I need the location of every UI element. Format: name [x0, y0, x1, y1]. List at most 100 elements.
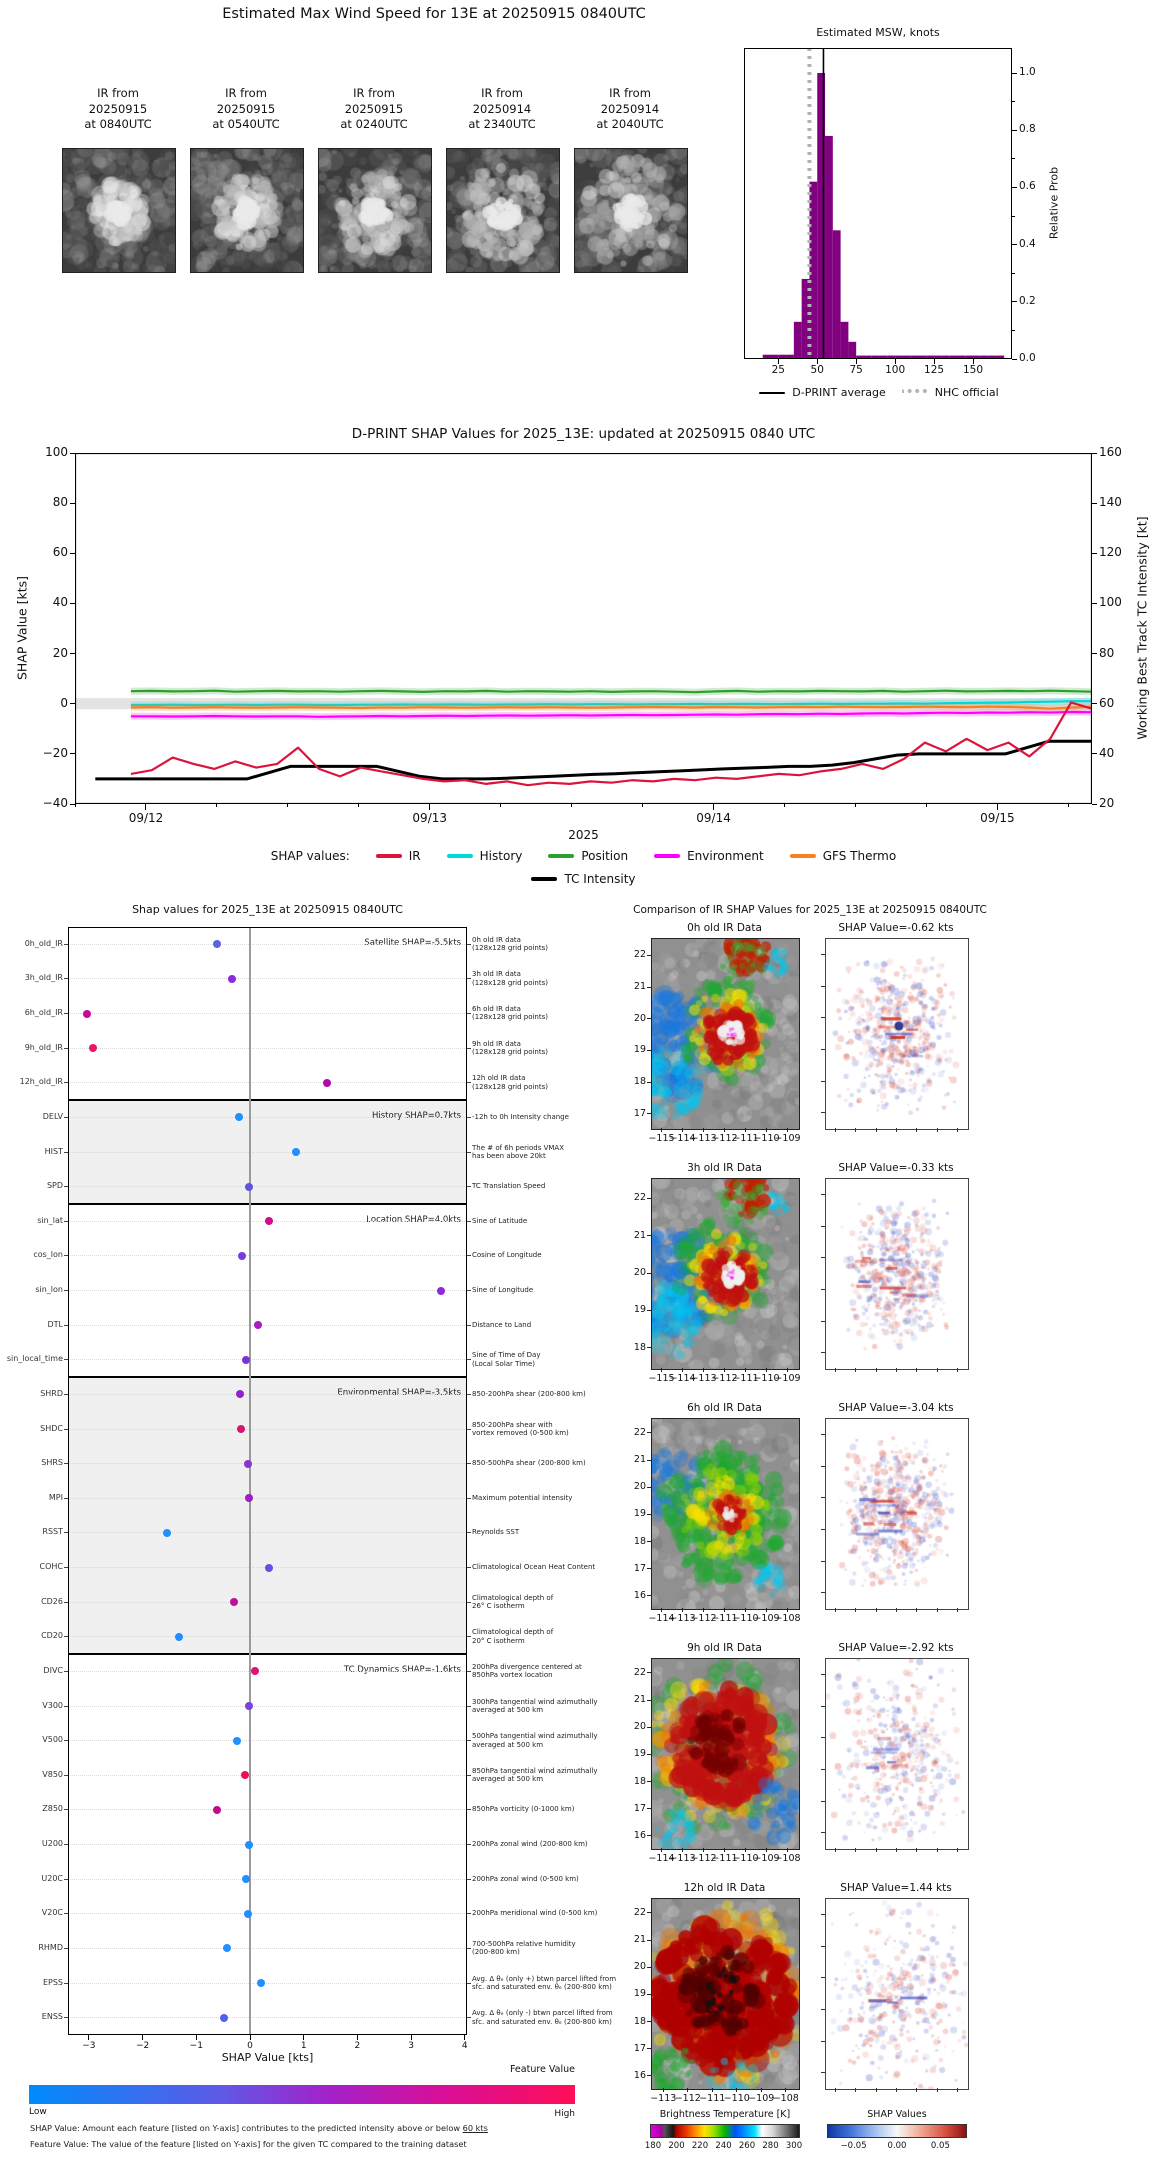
feature-y-tick-right [467, 1670, 471, 1672]
ir-x-tick [682, 1128, 683, 1132]
shap-y-tick [821, 1433, 825, 1435]
bt-colorbar-tick-label: 260 [738, 2141, 756, 2151]
histogram-y-tick-label: 0.0 [1019, 352, 1036, 364]
histogram-x-tick-label: 125 [924, 364, 945, 376]
feature-dot [235, 1113, 244, 1122]
feature-label: MPI [48, 1492, 63, 1502]
histogram-x-tick-label: 150 [963, 364, 984, 376]
ir-y-tick-label: 20 [633, 1012, 646, 1024]
feature-y-tick-right [467, 1705, 471, 1707]
left-y-tick [70, 602, 75, 604]
ir-y-tick [647, 1459, 651, 1461]
feature-label: U200 [41, 1839, 63, 1849]
dotplot-x-tick [195, 2035, 197, 2040]
feature-desc: Climatological Ocean Heat Content [472, 1563, 596, 1572]
shap-x-tick [896, 2088, 897, 2092]
feature-desc: Avg. Δ θₑ (only +) btwn parcel lifted fr… [472, 1974, 617, 1991]
row-gridline [68, 1428, 467, 1430]
legend-label: NHC official [934, 386, 999, 399]
row-gridline [68, 1913, 467, 1915]
right-y-tick-label: 160 [1099, 445, 1122, 459]
feature-y-tick-right [467, 1324, 471, 1326]
feature-desc: 0h old IR data (128x128 grid points) [472, 935, 548, 953]
feature-desc: 9h old IR data (128x128 grid points) [472, 1039, 548, 1057]
row-gridline [68, 1774, 467, 1776]
ir-thumbnail-image [62, 148, 176, 273]
ir-y-tick [647, 1781, 651, 1782]
ir-x-tick-label: −110 [732, 1853, 759, 1864]
histogram-y-tick [1012, 301, 1017, 303]
ir-y-tick [647, 1595, 651, 1597]
histogram-x-tick [777, 359, 779, 364]
nhc-official-swatch [901, 388, 928, 397]
dotplot-xlabel: SHAP Value [kts] [221, 2051, 314, 2064]
right-y-tick [1092, 753, 1097, 755]
histogram-bar [871, 355, 880, 359]
feature-y-tick [64, 1636, 68, 1638]
feature-y-tick-right [467, 1913, 471, 1915]
histogram-x-tick [894, 359, 896, 364]
legend-item-tc-intensity: TC Intensity [531, 872, 636, 886]
dotplot-x-tick-label: 3 [408, 2041, 414, 2051]
feature-desc: 850hPa vorticity (0-1000 km) [472, 1805, 575, 1814]
feature-y-tick-right [467, 1567, 471, 1569]
row-gridline [68, 1740, 467, 1742]
row-gridline [68, 1497, 467, 1499]
feature-desc: 850-200hPa shear with vortex removed (0-… [472, 1420, 569, 1437]
histogram-bar [817, 73, 826, 359]
shap-x-tick [936, 1848, 938, 1852]
histogram-bar [887, 355, 896, 359]
shap-panel-title: SHAP Value=-0.33 kts [838, 1162, 954, 1174]
dotplot-x-tick [464, 2035, 466, 2040]
ir-panel-title: 3h old IR Data [687, 1162, 762, 1174]
feature-y-tick [64, 1013, 68, 1015]
shap-x-tick [875, 1128, 877, 1132]
shap-colorbar-tick-label: −0.05 [840, 2141, 867, 2151]
histogram-bar [926, 355, 935, 359]
left-y-tick [70, 452, 75, 454]
ir-x-tick-label: −113 [669, 1853, 696, 1864]
x-tick [74, 804, 76, 807]
bt-colorbar-tick-label: 180 [644, 2141, 662, 2151]
shap-x-tick [835, 1368, 837, 1372]
section-label: Environmental SHAP=-3.5kts [337, 1388, 461, 1399]
ir-y-tick [647, 1513, 651, 1515]
feature-dot [82, 1009, 91, 1018]
feature-y-tick-right [467, 1774, 471, 1776]
left-y-tick [70, 502, 75, 504]
shap-y-tick [821, 1977, 825, 1979]
feature-label: SHDC [40, 1423, 63, 1433]
feature-dot [244, 1459, 253, 1468]
right-y-tick [1092, 803, 1097, 805]
dprint-average-swatch [759, 391, 786, 394]
ir-x-tick [760, 2088, 762, 2092]
feature-y-tick [64, 1878, 68, 1880]
feature-desc: 3h old IR data (128x128 grid points) [472, 970, 548, 987]
left-y-tick [70, 703, 75, 705]
dotplot-x-tick [410, 2035, 412, 2040]
ir-thumbnail-image [318, 148, 432, 273]
histogram-bar [801, 278, 810, 359]
footnote-shap-value: SHAP Value: Amount each feature [listed … [30, 2123, 488, 2133]
ir-x-tick [724, 1608, 725, 1612]
legend-label: IR [408, 849, 421, 863]
timeseries-legend-row1: SHAP values: IR History Position Environment… [75, 849, 1092, 863]
shap-y-tick [821, 1352, 825, 1354]
ir-data-image [651, 1898, 800, 2090]
histogram-bar [863, 355, 872, 359]
legend-label: GFS Thermo [822, 849, 897, 863]
shap-x-tick [956, 1368, 958, 1372]
feature-dot [251, 1667, 260, 1676]
shap-x-tick [875, 1608, 877, 1612]
shap-x-tick [875, 1368, 877, 1372]
legend-item-gfs-thermo: GFS Thermo [789, 849, 897, 863]
feature-label: DELV [42, 1111, 63, 1121]
ir-y-tick-label: 18 [633, 1775, 646, 1787]
histogram-bar [879, 355, 888, 359]
feature-y-tick [64, 1497, 68, 1499]
x-tick [287, 804, 289, 807]
ir-x-tick-label: −111 [711, 1613, 738, 1624]
row-gridline [68, 1359, 467, 1361]
ir-y-tick-label: 19 [633, 1304, 646, 1316]
shap-x-tick [896, 1608, 897, 1612]
